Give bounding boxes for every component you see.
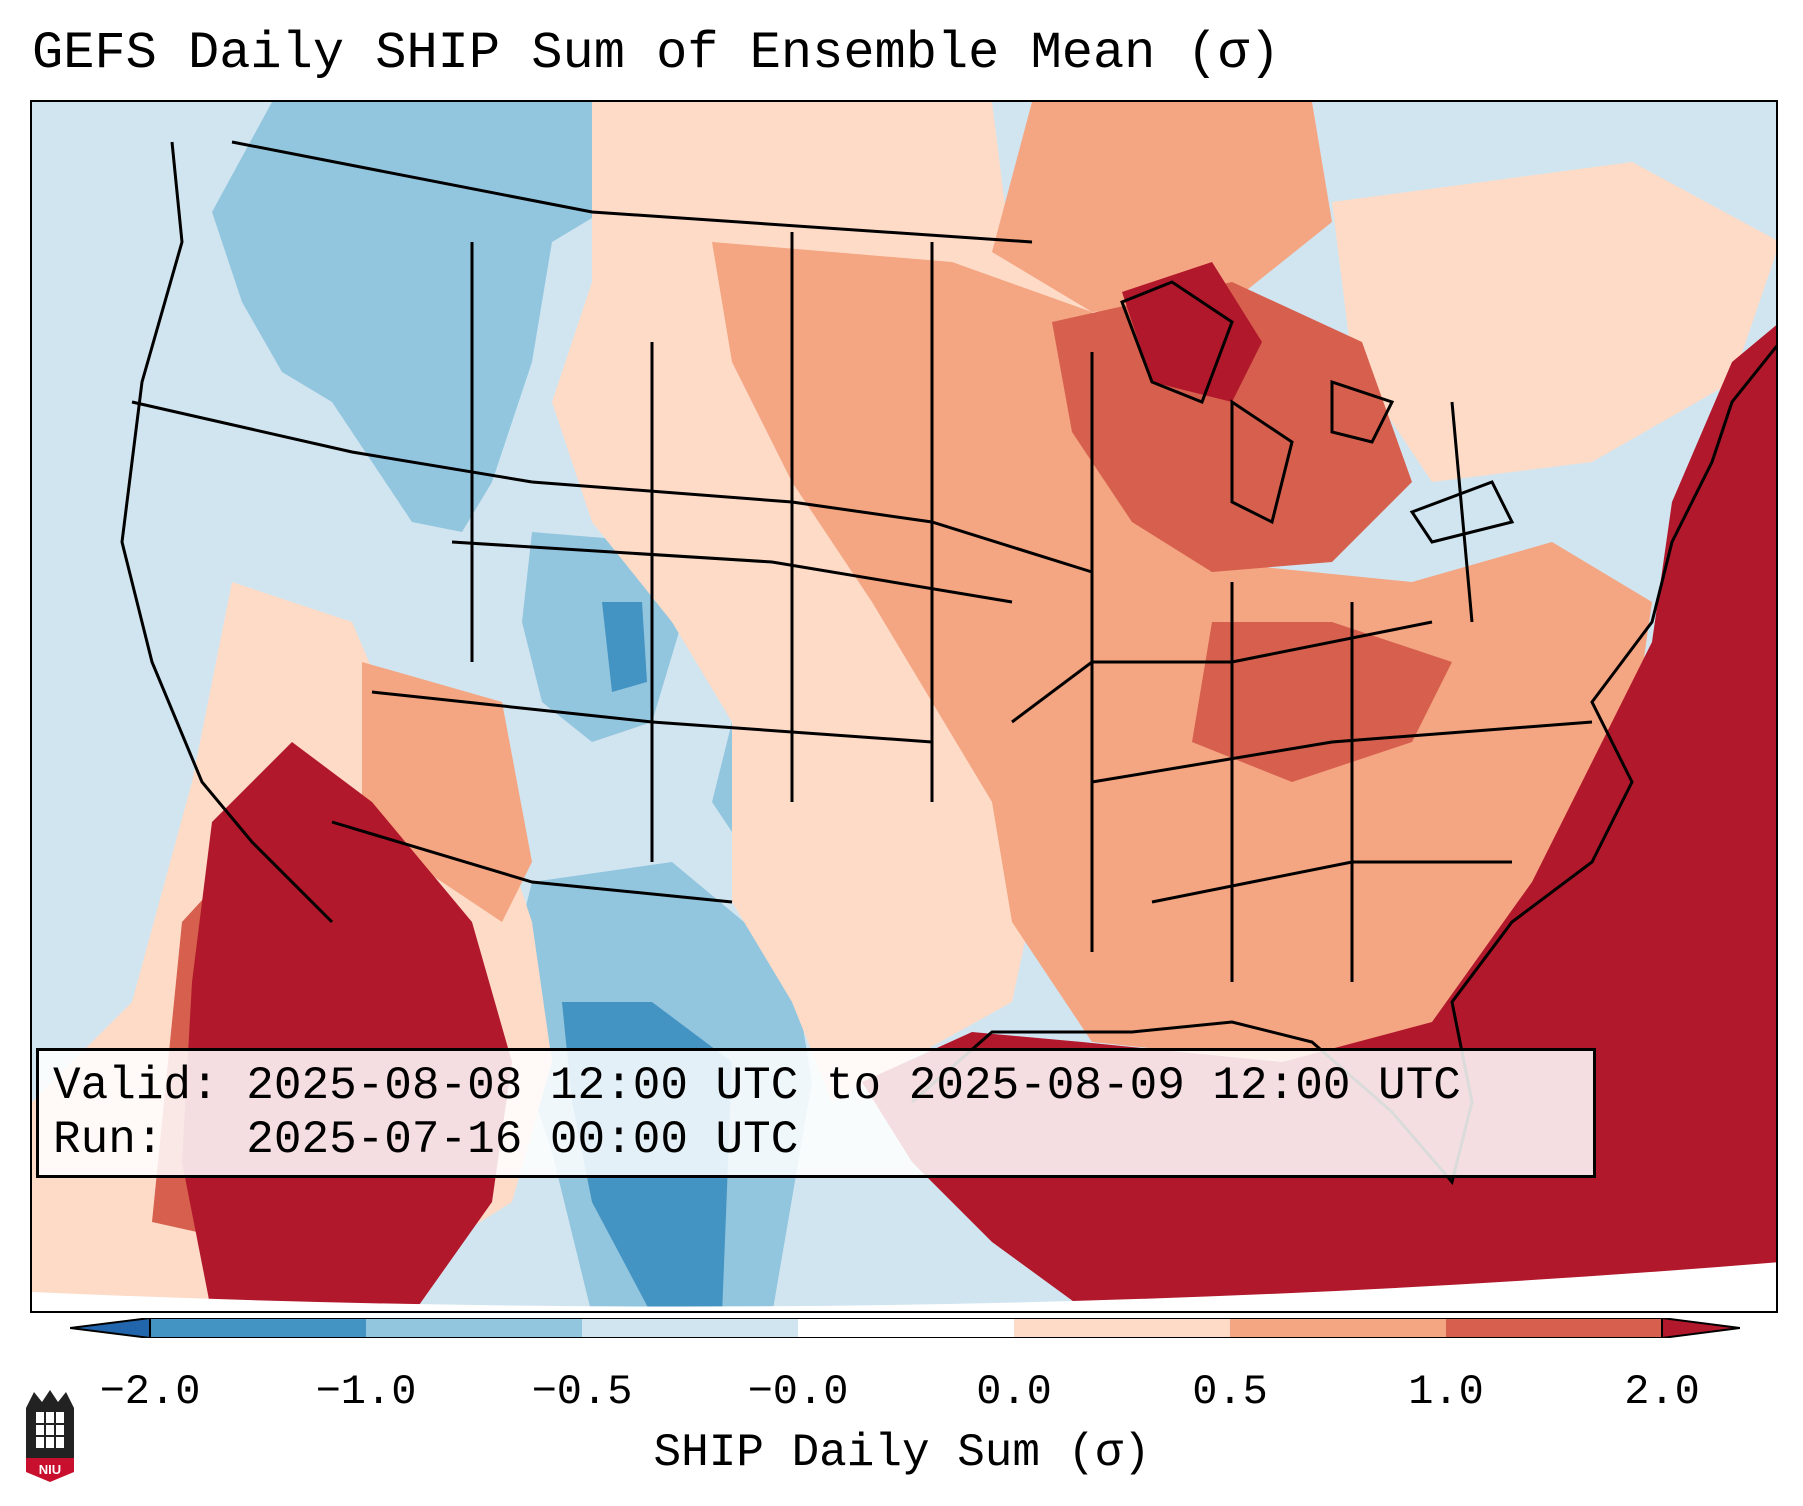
colorbar-tick-label: −0.0: [747, 1368, 849, 1416]
colorbar-tick-label: −0.5: [531, 1368, 633, 1416]
region-light-red-northeast: [1332, 162, 1776, 482]
colorbar-segment-2: [582, 1318, 798, 1338]
run-value: 2025-07-16 00:00 UTC: [246, 1114, 799, 1166]
colorbar-segment-3: [798, 1318, 1014, 1338]
colorbar-segment-0: [150, 1318, 366, 1338]
region-mid-red-midwest: [712, 242, 1652, 1062]
colorbar-label: SHIP Daily Sum (σ): [653, 1427, 1151, 1479]
niu-logo-icon: NIU: [26, 1390, 74, 1482]
colorbar-outline: [149, 1318, 1663, 1338]
region-red-ohio-valley: [1192, 622, 1452, 782]
page-title: GEFS Daily SHIP Sum of Ensemble Mean (σ): [32, 24, 1281, 83]
valid-label: Valid:: [53, 1060, 219, 1112]
colorbar-segment-5: [1230, 1318, 1446, 1338]
coastlines: [120, 141, 1776, 1186]
projection-edge: [32, 1262, 1776, 1311]
colorbar-tick-label: 0.5: [1192, 1368, 1268, 1416]
run-label: Run:: [53, 1114, 164, 1166]
region-mid-red-arizona: [362, 662, 532, 922]
valid-run-info-box: Valid: 2025-08-08 12:00 UTC to 2025-08-0…: [36, 1048, 1596, 1178]
colorbar-tick-label: −2.0: [99, 1368, 201, 1416]
colorbar-tick-label: −1.0: [315, 1368, 417, 1416]
region-mid-red-canada: [992, 102, 1332, 312]
state-boundaries: [131, 140, 1593, 982]
colorbar-tick-label: 2.0: [1624, 1368, 1700, 1416]
svg-text:NIU: NIU: [39, 1462, 61, 1477]
colorbar: [70, 1318, 1740, 1338]
colorbar-tick-label: 0.0: [976, 1368, 1052, 1416]
colorbar-over-arrow: [1661, 1318, 1740, 1338]
region-strong-blue-co: [602, 602, 647, 692]
colorbar-tick-label: 1.0: [1408, 1368, 1484, 1416]
valid-value: 2025-08-08 12:00 UTC to 2025-08-09 12:00…: [246, 1060, 1461, 1112]
region-mid-blue-northwest: [212, 102, 602, 532]
colorbar-under-arrow: [70, 1318, 151, 1338]
colorbar-segment-6: [1446, 1318, 1662, 1338]
colorbar-segment-4: [1014, 1318, 1230, 1338]
colorbar-segment-1: [366, 1318, 582, 1338]
region-dark-red-lakes: [1122, 262, 1262, 402]
